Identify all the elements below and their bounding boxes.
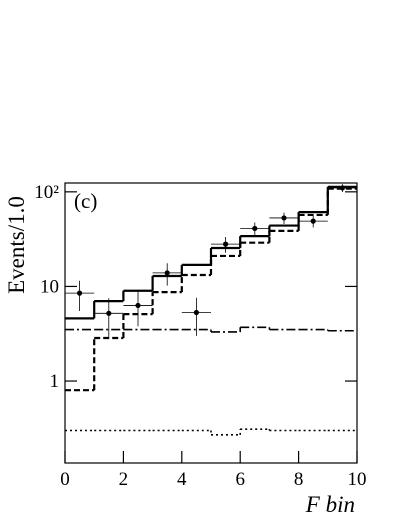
x-tick-label: 4 bbox=[177, 469, 187, 490]
data-point bbox=[164, 270, 170, 276]
x-tick-label: 8 bbox=[294, 469, 304, 490]
data-point bbox=[339, 185, 345, 191]
y-axis-label: Events/1.0 bbox=[4, 196, 29, 294]
x-tick-label: 2 bbox=[119, 469, 129, 490]
y-tick-label: 1 bbox=[50, 371, 60, 392]
x-tick-label: 6 bbox=[235, 469, 245, 490]
y-tick-label: 10² bbox=[34, 182, 59, 203]
annotation: (c) bbox=[74, 189, 97, 213]
x-tick-label: 10 bbox=[348, 469, 367, 490]
data-point bbox=[77, 290, 83, 296]
data-point bbox=[310, 218, 316, 224]
data-point bbox=[193, 309, 199, 316]
x-axis-label: F bin bbox=[305, 492, 355, 517]
y-tick-label: 10 bbox=[40, 276, 59, 297]
data-point bbox=[223, 241, 229, 247]
plot-frame bbox=[64, 182, 358, 464]
data-point bbox=[135, 302, 141, 309]
data-point bbox=[252, 225, 258, 232]
data-point bbox=[281, 215, 287, 221]
x-tick-label: 0 bbox=[60, 469, 70, 490]
data-point bbox=[106, 310, 112, 316]
